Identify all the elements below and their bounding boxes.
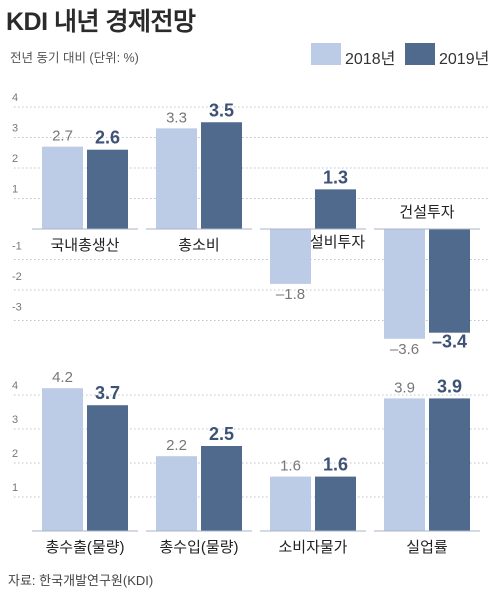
data-label-0-3-1: –3.4 bbox=[432, 332, 467, 352]
bar-1-3-1 bbox=[429, 398, 470, 531]
data-label-0-0-0: 2.7 bbox=[52, 128, 73, 145]
data-label-0-1-0: 3.3 bbox=[166, 109, 187, 126]
bar-0-0-0 bbox=[42, 146, 83, 229]
bar-0-1-0 bbox=[156, 128, 197, 229]
y-tick-label-0-4: -1 bbox=[12, 241, 22, 253]
data-label-1-0-1: 3.7 bbox=[95, 383, 120, 403]
category-label-1-0: 총수출(물량) bbox=[46, 539, 125, 556]
chart-subtitle: 전년 동기 대비 (단위: %) bbox=[10, 51, 139, 65]
data-label-0-3-0: –3.6 bbox=[390, 341, 419, 358]
bar-1-1-1 bbox=[201, 446, 242, 531]
legend-swatch-2019 bbox=[405, 43, 435, 65]
y-tick-label-0-3: 1 bbox=[12, 184, 18, 196]
data-label-1-1-1: 2.5 bbox=[209, 424, 234, 444]
data-label-1-3-0: 3.9 bbox=[394, 379, 415, 396]
bar-1-0-0 bbox=[42, 388, 83, 531]
bar-1-2-1 bbox=[315, 476, 356, 531]
legend-label-2019: 2019년 bbox=[439, 51, 490, 68]
legend-swatch-2018 bbox=[311, 43, 341, 65]
data-label-0-2-0: –1.8 bbox=[276, 286, 305, 303]
data-label-1-3-1: 3.9 bbox=[437, 376, 462, 396]
bar-0-2-0 bbox=[270, 229, 311, 284]
bar-1-0-1 bbox=[87, 405, 128, 531]
data-label-0-0-1: 2.6 bbox=[95, 128, 120, 148]
category-label-1-2: 소비자물가 bbox=[278, 539, 347, 556]
legend-label-2018: 2018년 bbox=[345, 51, 396, 68]
category-label-1-3: 실업률 bbox=[406, 539, 448, 556]
data-label-1-2-0: 1.6 bbox=[280, 458, 301, 475]
data-label-1-1-0: 2.2 bbox=[166, 437, 187, 454]
y-tick-label-0-0: 4 bbox=[12, 92, 18, 104]
y-tick-label-1-0: 4 bbox=[12, 380, 18, 392]
bar-0-2-1 bbox=[315, 189, 356, 229]
y-tick-label-0-5: -2 bbox=[12, 271, 22, 283]
data-label-1-0-0: 4.2 bbox=[52, 369, 73, 386]
y-tick-label-0-1: 3 bbox=[12, 123, 18, 135]
y-tick-label-1-1: 3 bbox=[12, 414, 18, 426]
category-label-0-2: 설비투자 bbox=[310, 234, 365, 251]
y-tick-label-0-6: -3 bbox=[12, 302, 22, 314]
y-tick-label-1-2: 2 bbox=[12, 448, 18, 460]
bar-0-1-1 bbox=[201, 122, 242, 229]
bar-1-1-0 bbox=[156, 456, 197, 531]
data-label-0-2-1: 1.3 bbox=[323, 167, 348, 187]
category-label-0-3: 건설투자 bbox=[399, 204, 454, 221]
bar-1-2-0 bbox=[270, 476, 311, 531]
bar-1-3-0 bbox=[384, 398, 425, 531]
category-label-1-1: 총수입(물량) bbox=[160, 539, 239, 556]
y-tick-label-1-3: 1 bbox=[12, 482, 18, 494]
bar-0-0-1 bbox=[87, 149, 128, 229]
data-label-1-2-1: 1.6 bbox=[323, 455, 348, 475]
category-label-0-0: 국내총생산 bbox=[50, 237, 119, 254]
category-label-0-1: 총소비 bbox=[178, 237, 219, 254]
bar-0-3-1 bbox=[429, 229, 470, 333]
y-tick-label-0-2: 2 bbox=[12, 153, 18, 165]
page-title: KDI 내년 경제전망 bbox=[6, 8, 196, 36]
data-label-0-1-1: 3.5 bbox=[209, 100, 234, 120]
bar-0-3-0 bbox=[384, 229, 425, 339]
source-note: 자료: 한국개발연구원(KDI) bbox=[8, 573, 154, 588]
